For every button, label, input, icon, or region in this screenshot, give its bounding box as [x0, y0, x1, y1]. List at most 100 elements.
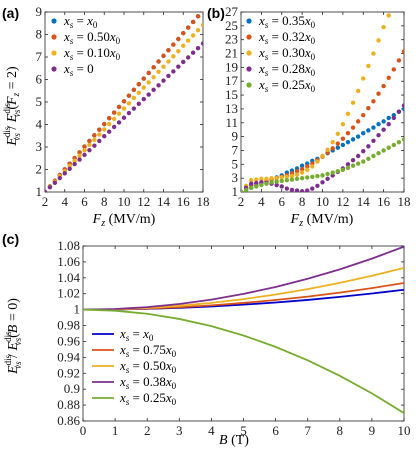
- x-tick-label: 16: [177, 194, 191, 209]
- data-point-s3: [141, 96, 146, 102]
- data-point-s4: [279, 178, 284, 184]
- data-point-s0: [340, 142, 346, 148]
- legend-entry-4: xs = 0.25x0: [119, 390, 177, 407]
- data-point-s1: [146, 70, 151, 76]
- data-point-s3: [121, 115, 127, 120]
- y-tick-label: 2: [36, 162, 43, 177]
- data-point-s3: [57, 175, 63, 181]
- data-point-s1: [111, 110, 117, 115]
- data-point-s4: [315, 173, 320, 179]
- data-point-s3: [371, 138, 376, 143]
- data-point-s3: [366, 144, 371, 149]
- data-point-s2: [72, 158, 77, 163]
- data-point-s3: [77, 157, 82, 162]
- data-point-s1: [381, 83, 386, 89]
- data-point-s3: [254, 180, 259, 186]
- data-point-s3: [190, 50, 196, 55]
- y-tick-label: 23: [225, 32, 238, 47]
- data-point-s0: [376, 121, 381, 127]
- data-point-s3: [320, 180, 325, 185]
- data-point-s1: [181, 30, 186, 36]
- legend-swatch: [246, 34, 252, 40]
- data-point-s2: [325, 147, 330, 152]
- legend-swatch: [246, 82, 252, 88]
- data-point-s1: [161, 53, 166, 59]
- data-point-s2: [92, 137, 97, 142]
- data-point-s4: [361, 159, 366, 164]
- legend-entry-0: xs = 0.35x0: [258, 13, 316, 30]
- y-tick-label: 7: [232, 142, 239, 157]
- x-tick-label: 4: [62, 194, 69, 209]
- data-point-s1: [345, 130, 351, 136]
- data-point-s2: [116, 111, 122, 116]
- data-point-s2: [156, 69, 161, 75]
- legend-swatch: [246, 18, 252, 24]
- data-point-s0: [335, 145, 340, 150]
- data-point-s3: [391, 115, 397, 121]
- data-point-s3: [136, 101, 142, 107]
- data-point-s2: [77, 153, 82, 158]
- data-point-s3: [289, 187, 295, 192]
- y-tick-label: 1.06: [57, 254, 80, 269]
- data-point-s2: [330, 139, 335, 145]
- data-point-s3: [151, 87, 156, 93]
- y-tick-label: 1: [232, 184, 239, 199]
- x-tick-label: 8: [101, 194, 108, 209]
- y-axis-label-c: Edisvs / Edisvs(B = 0): [3, 298, 23, 375]
- data-point-s4: [386, 145, 391, 150]
- data-point-s0: [350, 137, 356, 142]
- data-point-s3: [97, 138, 102, 144]
- data-point-s3: [47, 185, 53, 190]
- panel-c: (c) 0 1 2 3 4 5 6 7 8 9 10 0.860.880.90.920.940.960…: [2, 231, 411, 448]
- y-axis-label-a: Edisvs / Edisvs(Fz = 2): [2, 66, 22, 147]
- data-point-s1: [77, 150, 82, 155]
- data-point-s4: [396, 139, 402, 145]
- data-point-s4: [350, 163, 356, 168]
- data-point-s2: [371, 51, 376, 56]
- panel-label-a: (a): [2, 5, 19, 21]
- data-point-s1: [97, 127, 102, 132]
- legend-entry-3: xs = 0.28x0: [258, 61, 316, 78]
- x-tick-label: 8: [337, 423, 344, 438]
- data-point-s0: [355, 134, 361, 139]
- data-point-s4: [381, 148, 386, 153]
- data-point-s4: [320, 173, 325, 178]
- data-point-s3: [310, 186, 315, 191]
- data-point-s1: [106, 116, 112, 121]
- data-point-s4: [376, 151, 381, 156]
- data-point-s1: [371, 99, 376, 104]
- x-tick-label: 5: [240, 423, 247, 438]
- data-point-s2: [254, 177, 259, 182]
- data-point-s2: [161, 64, 166, 69]
- data-point-s3: [176, 64, 181, 69]
- data-point-s3: [294, 188, 300, 192]
- data-point-s4: [305, 175, 310, 180]
- x-tick-label: 12: [137, 194, 150, 209]
- data-point-s4: [289, 177, 295, 182]
- data-point-s1: [141, 76, 146, 81]
- data-point-s1: [305, 164, 310, 169]
- data-point-s1: [82, 144, 87, 149]
- plot-area-c: 0 1 2 3 4 5 6 7 8 9 100.860.880.90.920.940.960.981…: [57, 238, 410, 438]
- y-tick-label: 21: [225, 46, 238, 61]
- data-point-s1: [156, 59, 161, 64]
- data-point-s3: [284, 186, 290, 191]
- data-point-s2: [166, 59, 171, 64]
- data-point-s4: [330, 170, 335, 175]
- data-point-s4: [371, 153, 376, 159]
- legend-swatch: [51, 34, 57, 40]
- legend-entry-1: xs = 0.50x0: [63, 29, 121, 46]
- data-point-s2: [181, 43, 186, 48]
- x-tick-label: 16: [377, 194, 391, 209]
- data-point-s2: [136, 90, 142, 95]
- series-line-3: [83, 246, 404, 311]
- data-point-s1: [136, 82, 142, 87]
- data-point-s2: [350, 100, 356, 105]
- x-tick-label: 7: [304, 423, 311, 438]
- legend-entry-1: xs = 0.75x0: [119, 342, 177, 359]
- x-tick-label: 10: [398, 423, 411, 438]
